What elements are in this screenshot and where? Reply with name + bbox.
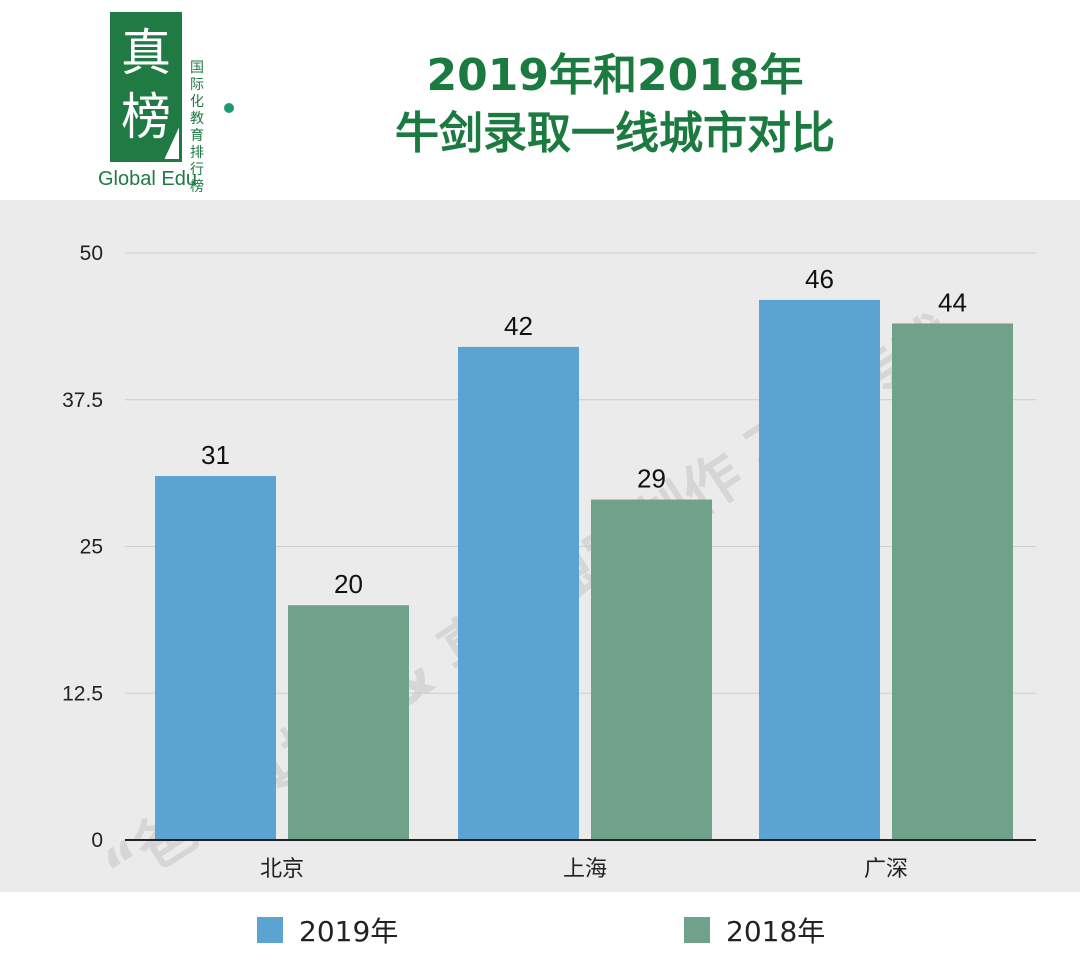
y-tick-label: 50 [80,242,103,265]
bars [155,299,1013,841]
bar-2018年-北京 [288,605,409,840]
bar-2019年-上海 [458,346,579,840]
y-tick-label: 12.5 [62,682,103,705]
data-label: 44 [938,287,967,317]
legend-swatch-2019 [257,917,283,943]
x-category-label: 上海 [563,857,607,882]
data-label: 31 [201,440,230,470]
legend: 2019年 2018年 [0,892,1080,967]
grid-lines [125,252,1036,694]
x-category-label: 北京 [260,857,304,882]
chart-title-line-2: 牛剑录取一线城市对比 [395,108,835,159]
logo-char-2: 榜 [121,88,171,146]
logo-dot [224,103,234,113]
bar-2018年-上海 [591,499,712,840]
y-tick-label: 37.5 [62,389,103,412]
logo-fill: 真 榜 [113,15,179,159]
logo-char-1: 真 [121,24,171,82]
y-tick-label: 0 [91,829,103,852]
legend-label-2019: 2019年 [299,915,399,948]
legend-item-2019: 2019年 [257,912,398,948]
bar-2019年-广深 [759,299,880,841]
bar-2019年-北京 [155,476,276,840]
legend-item-2018: 2018年 [684,912,825,948]
bar-2018年-广深 [892,323,1013,840]
data-labels: 31 20 42 29 46 44 [201,264,967,599]
legend-label-2018: 2018年 [726,915,826,948]
global-edu-logo: 真 榜 国际化教育排行榜 Global Edu [96,10,246,195]
logo-subtitle: 国际化教育排行榜 [190,60,204,195]
data-label: 46 [805,264,834,294]
data-label: 42 [504,311,533,341]
logo-frame: 真 榜 [110,12,182,162]
logo-english-name: Global Edu [98,168,197,190]
chart-title-line-1: 2019年和2018年 [426,50,804,101]
y-tick-label: 25 [80,536,103,559]
data-label: 20 [334,569,363,599]
x-category-label: 广深 [864,857,908,882]
header: 真 榜 国际化教育排行榜 Global Edu 2019年和2018年 牛剑录取… [0,0,1080,200]
legend-swatch-2018 [684,917,710,943]
axes: 0 12.5 25 37.5 50 北京 上海 广深 [62,242,1036,882]
data-label: 29 [637,464,666,494]
